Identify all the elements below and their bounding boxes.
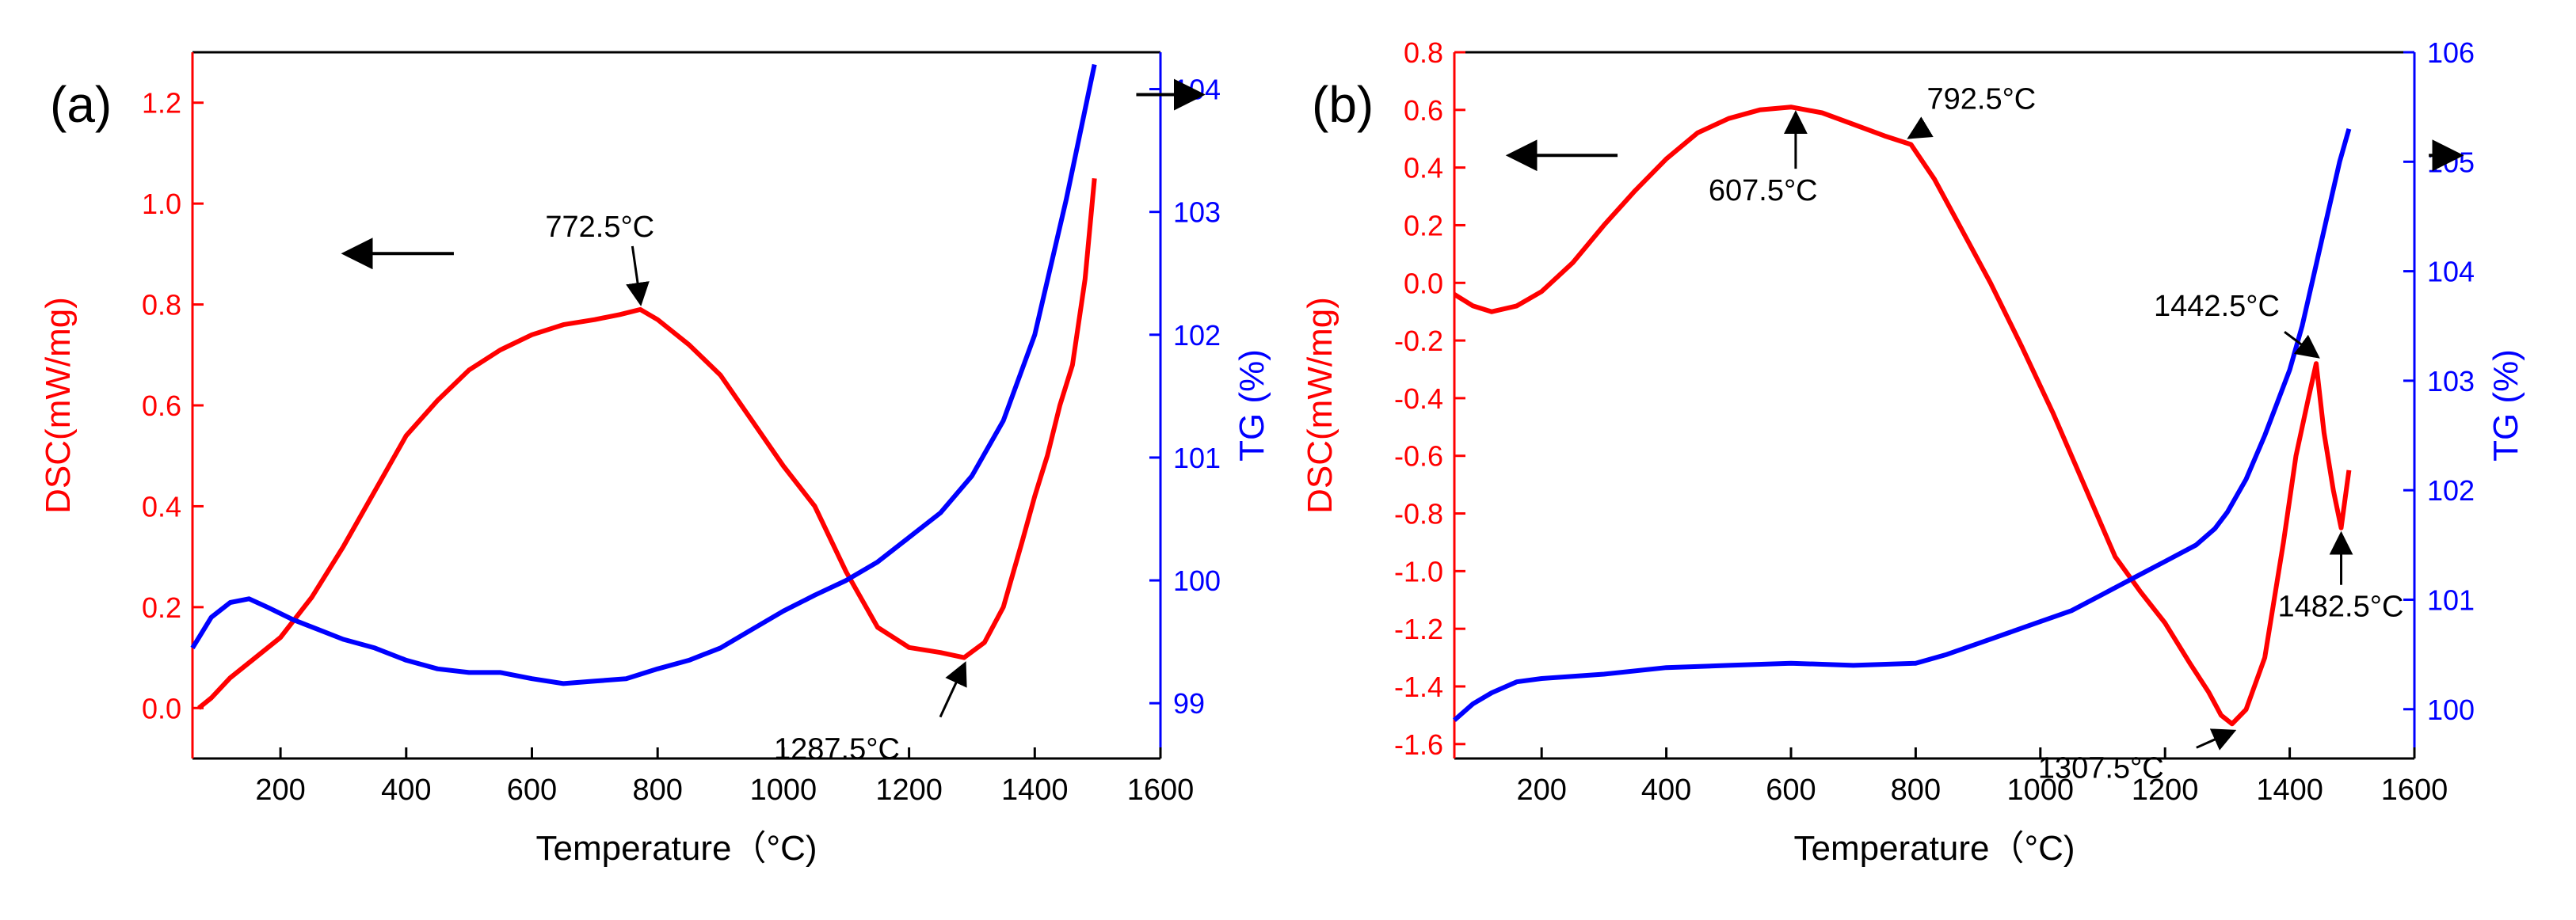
chart2-y-left-tick-label: -1.0 <box>1394 555 1443 587</box>
chart2-y-right-title: TG (%) <box>2486 349 2525 462</box>
chart2-y-left-tick-label: 0.2 <box>1404 209 1443 241</box>
chart1-series-tg-line <box>190 63 1097 686</box>
chart2-y-right-tick-label: 106 <box>2427 36 2475 69</box>
chart2-x-tick-label: 600 <box>1766 774 1816 807</box>
chart1-x-tick-label: 1400 <box>1001 774 1069 807</box>
chart2-annotation-arrow <box>2196 728 2237 751</box>
chart1-y-left-tick-label: 0.8 <box>142 289 181 321</box>
chart2-annotation-arrow <box>1907 116 1934 139</box>
chart2-y-right-tick-label: 103 <box>2427 365 2475 397</box>
chart1-y-right-tick-label: 101 <box>1173 442 1221 474</box>
chart2-y-left-tick-label: 0.0 <box>1404 267 1443 299</box>
chart2-y-left-tick-label: -1.6 <box>1394 728 1443 761</box>
chart1-y-left-tick-label: 0.2 <box>142 591 181 624</box>
chart1-x-tick-label: 1200 <box>875 774 943 807</box>
chart2-y-right-tick-label: 104 <box>2427 256 2475 288</box>
chart1-y-right-tick-label: 104 <box>1173 74 1221 106</box>
chart2-x-tick-label: 1400 <box>2256 774 2323 807</box>
chart1-x-tick-label: 1000 <box>750 774 817 807</box>
chart2-y-left-tick-label: -1.4 <box>1394 671 1443 703</box>
chart2-panel-label: (b) <box>1312 76 1374 133</box>
chart1-annotation-label: 772.5°C <box>545 211 654 244</box>
chart2-annotation-label: 1307.5°C <box>2038 751 2164 785</box>
chart2-y-left-tick-label: 0.6 <box>1404 94 1443 127</box>
chart1-panel-label: (a) <box>50 76 112 133</box>
chart1-y-left-tick-label: 0.6 <box>142 390 181 422</box>
chart2-y-left-tick-label: -0.2 <box>1394 325 1443 357</box>
chart2-series-tg-line <box>1453 127 2352 722</box>
chart1-annotation-arrow <box>939 661 967 718</box>
chart2-annotation-label: 792.5°C <box>1926 83 2036 116</box>
chart1-y-right-tick-label: 103 <box>1173 196 1221 229</box>
chart2-annotation-label: 1442.5°C <box>2154 290 2280 323</box>
chart1-y-left-tick-label: 1.0 <box>142 188 181 220</box>
chart1-y-right-tick-label: 99 <box>1173 687 1205 720</box>
chart2-y-left-tick-label: -0.6 <box>1394 440 1443 473</box>
chart2-x-tick-label: 400 <box>1641 774 1691 807</box>
chart2-y-right-tick-label: 105 <box>2427 146 2475 178</box>
chart2-y-left-title: DSC(mW/mg) <box>1301 297 1339 514</box>
chart2-y-left-tick-label: -0.4 <box>1394 382 1443 415</box>
chart1-annotation-arrow <box>626 245 650 306</box>
chart1-y-right-tick-label: 102 <box>1173 319 1221 352</box>
chart1-annotation-label: 1287.5°C <box>774 733 900 766</box>
chart1-y-left-tick-label: 1.2 <box>142 87 181 120</box>
chart2-annotation-arrow <box>2284 331 2320 359</box>
chart2-y-left-tick-label: 0.8 <box>1404 36 1443 69</box>
chart1-x-tick-label: 600 <box>507 774 557 807</box>
chart1-x-tick-label: 800 <box>632 774 682 807</box>
chart2-x-tick-label: 1200 <box>2132 774 2199 807</box>
chart2-series-dsc-line <box>1453 105 2352 727</box>
chart1-y-left-tick-label: 0.0 <box>142 692 181 724</box>
chart1-y-left-title: DSC(mW/mg) <box>39 297 78 514</box>
chart1-x-tick-label: 400 <box>381 774 431 807</box>
chart1-series-dsc-line <box>197 178 1097 710</box>
chart2-annotation-label: 607.5°C <box>1709 174 1818 207</box>
chart1-y-left-tick-label: 0.4 <box>142 490 181 523</box>
chart2-x-tick-label: 1000 <box>2007 774 2075 807</box>
chart2-y-left-tick-label: -1.2 <box>1394 613 1443 645</box>
chart2-x-tick-label: 1600 <box>2381 774 2448 807</box>
chart1-y-right-tick-label: 100 <box>1173 565 1221 597</box>
chart2-y-right-tick-label: 100 <box>2427 694 2475 726</box>
chart2-x-axis-title: Temperature（°C) <box>1793 829 2075 868</box>
chart1-x-tick-label: 1600 <box>1127 774 1195 807</box>
chart1-y-right-title: TG (%) <box>1233 349 1271 462</box>
chart2-y-right-tick-label: 102 <box>2427 474 2475 507</box>
chart2-x-tick-label: 800 <box>1891 774 1941 807</box>
chart2-y-left-tick-label: -0.8 <box>1394 498 1443 530</box>
chart2-y-left-tick-label: 0.4 <box>1404 152 1443 184</box>
chart2-y-right-tick-label: 101 <box>2427 584 2475 616</box>
chart1-x-tick-label: 200 <box>255 774 305 807</box>
chart2-annotation-label: 1482.5°C <box>2278 591 2404 624</box>
chart1-x-axis-title: Temperature（°C) <box>535 829 817 868</box>
chart2-x-tick-label: 200 <box>1516 774 1566 807</box>
